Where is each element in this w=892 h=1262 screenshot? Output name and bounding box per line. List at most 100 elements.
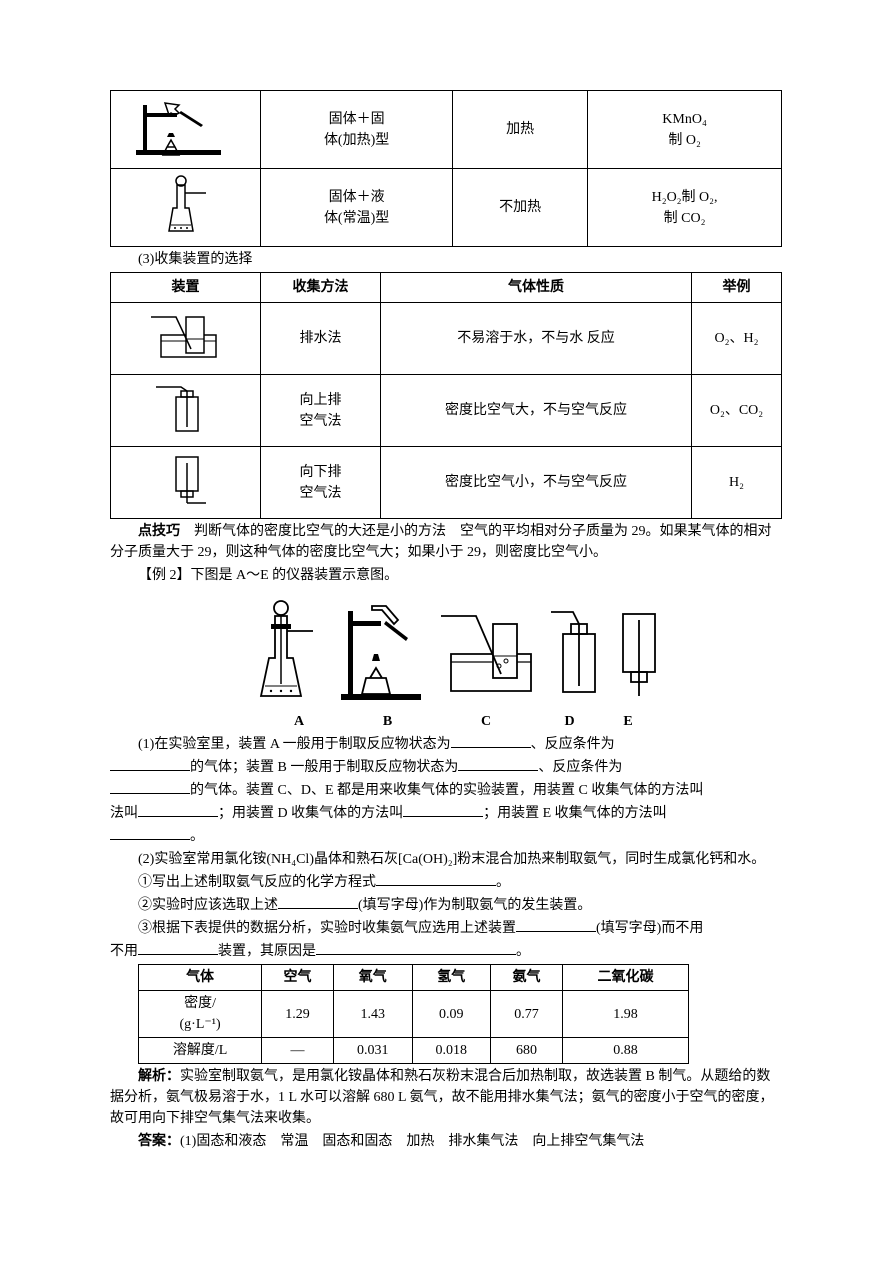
downward-air-icon xyxy=(131,451,241,507)
dt-r0c0: 密度/(g·L⁻¹) xyxy=(139,991,262,1038)
dt-r1c1: — xyxy=(262,1038,334,1064)
blank xyxy=(278,895,358,909)
apparatus-a-to-e-icon xyxy=(226,596,666,706)
heating-solid-apparatus-icon xyxy=(131,95,241,157)
apparatus-labels-row: A B C D E xyxy=(110,711,782,732)
dt-r0c2: 1.43 xyxy=(333,991,412,1038)
blank xyxy=(403,803,483,817)
q1h: 。 xyxy=(190,829,204,844)
header-method: 收集方法 xyxy=(261,273,381,303)
q1d: 、反应条件为 xyxy=(538,760,622,775)
dt-r0c1: 1.29 xyxy=(262,991,334,1038)
upward-air-icon xyxy=(131,379,241,435)
question-1-cont: 的气体；装置 B 一般用于制取反应物状态为 、反应条件为 xyxy=(110,757,782,778)
cond-text: 加热 xyxy=(506,122,534,137)
question-2-3-cont: 不用装置，其原因是。 xyxy=(110,941,782,962)
blank xyxy=(138,803,218,817)
tip-paragraph: 点技巧 判断气体的密度比空气的大还是小的方法 空气的平均相对分子质量为 29。如… xyxy=(110,521,782,563)
blank xyxy=(110,826,190,840)
example-text: H₂O₂制 O₂,制 CO₂ xyxy=(652,190,718,226)
section-3-label: (3)收集装置的选择 xyxy=(110,249,782,270)
dt-r0c4: 0.77 xyxy=(491,991,563,1038)
header-apparatus: 装置 xyxy=(111,273,261,303)
dt-r0c5: 1.98 xyxy=(562,991,688,1038)
blank xyxy=(451,734,531,748)
condition-cell: 加热 xyxy=(453,91,588,169)
apparatus-diagram-cell xyxy=(111,303,261,375)
cond-text: 不加热 xyxy=(499,200,541,215)
q1f: ；用装置 D 收集气体的方法叫 xyxy=(218,806,403,821)
blank xyxy=(110,780,190,794)
label-c: C xyxy=(436,711,536,732)
generator-type-table: 固体＋固体(加热)型 加热 KMnO₄制 O₂ 固体＋液体(常温)型 不加热 H… xyxy=(110,90,782,247)
question-2-1: ①写出上述制取氨气反应的化学方程式。 xyxy=(110,872,782,893)
property-cell: 密度比空气大，不与空气反应 xyxy=(381,375,692,447)
question-2-intro: (2)实验室常用氯化铵(NH₄Cl)晶体和熟石灰[Ca(OH)₂]粉末混合加热来… xyxy=(110,849,782,870)
q1e: 的气体。装置 C、D、E 都是用来收集气体的实验装置，用装置 C 收集气体的方法… xyxy=(190,783,703,798)
q22a: ②实验时应该选取上述 xyxy=(138,898,278,913)
question-2-2: ②实验时应该选取上述(填写字母)作为制取氨气的发生装置。 xyxy=(110,895,782,916)
document-page: 固体＋固体(加热)型 加热 KMnO₄制 O₂ 固体＋液体(常温)型 不加热 H… xyxy=(0,0,892,1214)
answer-paragraph: 答案：(1)固态和液态 常温 固态和固态 加热 排水集气法 向上排空气集气法 xyxy=(110,1131,782,1152)
example-cell: O₂、H₂ xyxy=(692,303,782,375)
condition-cell: 不加热 xyxy=(453,169,588,247)
apparatus-diagram-cell xyxy=(111,447,261,519)
dt-r1c5: 0.88 xyxy=(562,1038,688,1064)
label-e: E xyxy=(603,711,653,732)
blank xyxy=(110,757,190,771)
type-text: 固体＋液体(常温)型 xyxy=(324,190,389,226)
q23a: ③根据下表提供的数据分析，实验时收集氨气应选用上述装置 xyxy=(138,921,516,936)
dt-r1c0: 溶解度/L xyxy=(139,1038,262,1064)
analysis-label: 解析： xyxy=(138,1069,180,1084)
dt-r1c2: 0.031 xyxy=(333,1038,412,1064)
q23b: (填写字母)而不用 xyxy=(596,921,703,936)
q1g: ；用装置 E 收集气体的方法叫 xyxy=(483,806,667,821)
example-cell: H₂O₂制 O₂,制 CO₂ xyxy=(588,169,782,247)
q1c: 的气体；装置 B 一般用于制取反应物状态为 xyxy=(190,760,458,775)
q21: ①写出上述制取氨气反应的化学方程式 xyxy=(138,875,376,890)
water-displacement-icon xyxy=(131,307,241,363)
dt-h2: 氧气 xyxy=(333,965,412,991)
property-cell: 不易溶于水，不与水 反应 xyxy=(381,303,692,375)
blank xyxy=(516,918,596,932)
q1b: 、反应条件为 xyxy=(531,737,615,752)
method-cell: 排水法 xyxy=(261,303,381,375)
example-cell: H₂ xyxy=(692,447,782,519)
blank xyxy=(316,941,516,955)
dt-h4: 氨气 xyxy=(491,965,563,991)
collection-method-table: 装置 收集方法 气体性质 举例 排水法 不易溶于水，不与水 反应 O₂、H₂ xyxy=(110,272,782,519)
apparatus-diagram-cell xyxy=(111,375,261,447)
dt-r1c3: 0.018 xyxy=(412,1038,491,1064)
q23c: 装置，其原因是 xyxy=(218,944,316,959)
dt-h5: 二氧化碳 xyxy=(562,965,688,991)
question-1-cont2: 的气体。装置 C、D、E 都是用来收集气体的实验装置，用装置 C 收集气体的方法… xyxy=(110,780,782,801)
apparatus-figure-row xyxy=(110,596,782,713)
apparatus-diagram-cell xyxy=(111,169,261,247)
analysis-text: 实验室制取氨气，是用氯化铵晶体和熟石灰粉末混合后加热制取，故选装置 B 制气。从… xyxy=(110,1069,774,1126)
label-a: A xyxy=(259,711,339,732)
tip-label: 点技巧 xyxy=(138,524,180,539)
method-cell: 向上排空气法 xyxy=(261,375,381,447)
type-text: 固体＋固体(加热)型 xyxy=(324,112,389,148)
example-2-intro: 【例 2】下图是 A～E 的仪器装置示意图。 xyxy=(110,565,782,586)
header-example: 举例 xyxy=(692,273,782,303)
q1a: (1)在实验室里，装置 A 一般用于制取反应物状态为 xyxy=(138,737,451,752)
label-b: B xyxy=(343,711,433,732)
type-cell: 固体＋固体(加热)型 xyxy=(261,91,453,169)
blank xyxy=(458,757,538,771)
liquid-apparatus-icon xyxy=(131,173,241,235)
question-2-3: ③根据下表提供的数据分析，实验时收集氨气应选用上述装置 (填写字母)而不用 xyxy=(110,918,782,939)
example-text: KMnO₄制 O₂ xyxy=(662,112,707,148)
dt-r1c4: 680 xyxy=(491,1038,563,1064)
question-1: (1)在实验室里，装置 A 一般用于制取反应物状态为 、反应条件为 xyxy=(110,734,782,755)
answer-text: (1)固态和液态 常温 固态和固态 加热 排水集气法 向上排空气集气法 xyxy=(180,1134,644,1149)
type-cell: 固体＋液体(常温)型 xyxy=(261,169,453,247)
example-2-label: 【例 2】 xyxy=(138,568,191,583)
example-2-text: 下图是 A～E 的仪器装置示意图。 xyxy=(191,568,399,583)
blank xyxy=(138,941,218,955)
blank xyxy=(376,872,496,886)
gas-data-table: 气体 空气 氧气 氢气 氨气 二氧化碳 密度/(g·L⁻¹) 1.29 1.43… xyxy=(138,964,689,1064)
apparatus-diagram-cell xyxy=(111,91,261,169)
property-cell: 密度比空气小，不与空气反应 xyxy=(381,447,692,519)
example-cell: KMnO₄制 O₂ xyxy=(588,91,782,169)
